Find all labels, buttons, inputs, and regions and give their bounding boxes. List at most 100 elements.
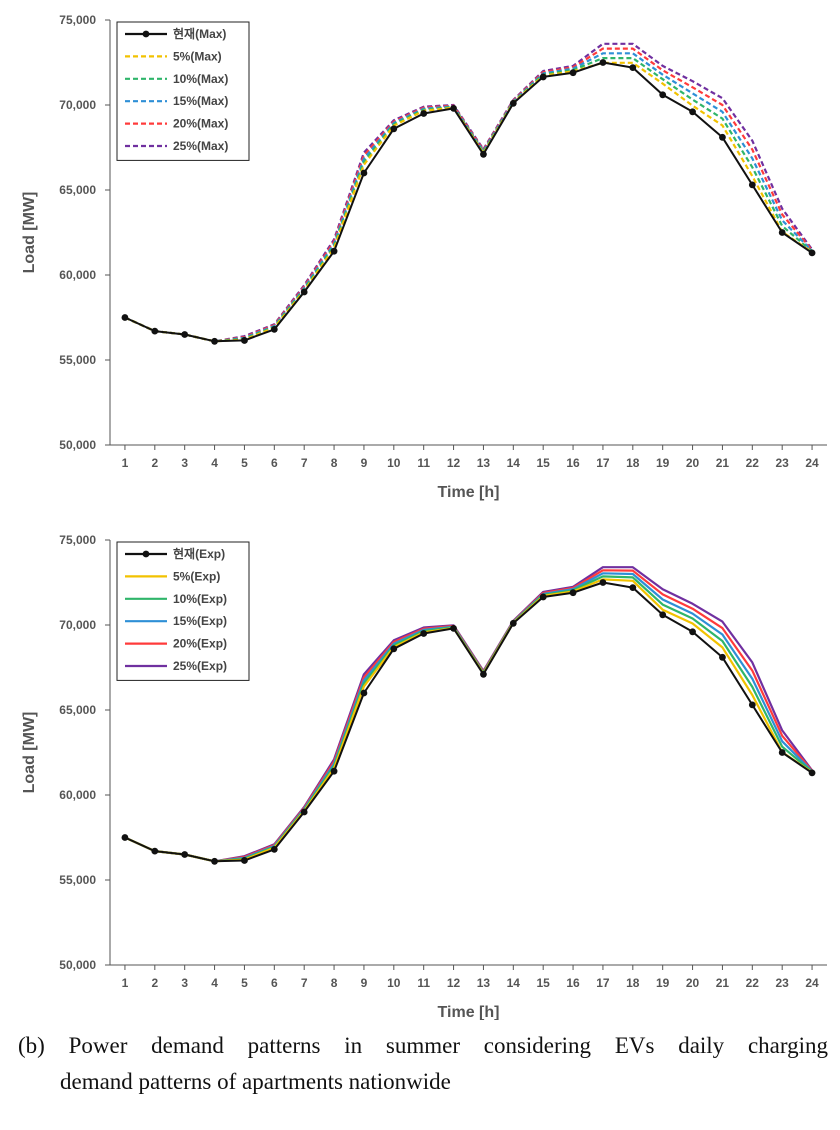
x-tick-label: 13 [477,976,491,990]
x-tick-label: 22 [746,456,760,470]
data-point [270,326,278,333]
data-point [181,851,189,858]
x-tick-label: 6 [271,456,278,470]
y-tick-label: 65,000 [59,183,96,197]
data-point [539,593,547,601]
data-point [689,108,696,116]
legend: 현재(Max) 5%(Max) 10%(Max) 15%(Max) 20%(Max) 25… [116,21,250,161]
x-tick-label: 2 [151,456,158,470]
data-point [420,110,428,117]
data-point [629,64,637,71]
x-tick-label: 8 [331,976,338,990]
data-point [151,847,159,855]
data-point [659,91,667,99]
data-point [569,589,577,597]
x-tick-label: 22 [746,976,760,990]
data-point [360,169,368,177]
x-tick-label: 18 [626,976,640,990]
x-tick-label: 21 [716,456,730,470]
data-point [480,670,487,678]
caption-line-1: (b) Power demand patterns in summer cons… [18,1033,828,1058]
x-tick-label: 3 [181,456,188,470]
y-tick-label: 50,000 [59,958,96,972]
series-line-현재(Max) [124,61,813,343]
data-point [450,105,457,112]
data-point [599,579,607,586]
x-tick-label: 21 [716,976,730,990]
data-point [181,331,189,338]
series-line-현재(Exp) [124,581,813,863]
data-point [211,337,218,345]
legend-box [116,21,250,161]
y-tick-label: 75,000 [59,13,96,27]
x-tick-label: 20 [686,976,700,990]
x-tick-label: 18 [626,456,640,470]
figure-caption: (b) Power demand patterns in summer cons… [18,1028,828,1100]
x-axis-label: Time [h] [438,1004,500,1020]
x-tick-label: 1 [122,976,129,990]
data-point [778,229,786,236]
x-tick-label: 7 [301,976,308,990]
data-point [300,808,308,816]
x-tick-label: 15 [537,456,551,470]
x-tick-label: 7 [301,456,308,470]
data-point [569,69,577,77]
data-point [241,337,248,344]
data-point [211,857,218,865]
y-tick-label: 70,000 [59,98,96,112]
y-tick-label: 60,000 [59,268,96,282]
x-tick-label: 11 [417,976,430,990]
data-point [121,314,129,321]
y-axis-label: Load [MW] [21,712,38,794]
x-tick-label: 19 [656,456,670,470]
data-point [808,249,816,257]
y-tick-label: 70,000 [59,618,96,632]
y-tick-label: 55,000 [59,353,96,367]
data-point [330,247,338,255]
x-tick-label: 9 [361,976,368,990]
y-tick-label: 50,000 [59,438,96,452]
data-point [719,653,726,661]
x-tick-label: 20 [686,456,700,470]
x-tick-label: 3 [181,976,188,990]
x-tick-label: 11 [417,456,430,470]
x-tick-label: 8 [331,456,338,470]
y-tick-label: 60,000 [59,788,96,802]
x-tick-label: 16 [566,976,580,990]
x-tick-label: 4 [211,456,218,470]
data-point [420,630,428,637]
x-tick-label: 23 [776,976,790,990]
x-axis-label: Time [h] [438,484,500,501]
legend-label: 15%(Exp) [173,614,227,628]
data-point [629,584,637,591]
x-tick-label: 17 [596,456,610,470]
data-point [808,769,816,777]
x-tick-label: 10 [387,976,401,990]
data-point [719,133,726,141]
y-tick-label: 75,000 [59,533,96,547]
legend-label: 15%(Max) [173,94,228,108]
data-point [509,99,517,107]
legend-box [116,541,250,681]
data-point [599,59,607,66]
x-tick-label: 24 [805,976,819,990]
x-tick-label: 14 [507,976,521,990]
legend-label: 25%(Max) [173,139,228,153]
data-point [360,689,368,697]
y-axis-label: Load [MW] [21,192,38,274]
data-point [300,288,308,296]
x-tick-label: 15 [537,976,551,990]
legend-marker [142,30,150,38]
legend-label: 5%(Max) [173,49,222,63]
x-tick-label: 1 [122,456,129,470]
data-point [778,749,786,756]
x-tick-label: 14 [507,456,521,470]
legend-label: 5%(Exp) [173,569,220,583]
legend-label: 20%(Max) [173,117,228,131]
x-tick-label: 9 [361,456,368,470]
x-tick-label: 24 [805,456,819,470]
x-tick-label: 10 [387,456,401,470]
legend-label: 20%(Exp) [173,637,227,651]
legend: 현재(Exp) 5%(Exp) 10%(Exp) 15%(Exp) 20%(Exp) 25… [116,541,250,681]
